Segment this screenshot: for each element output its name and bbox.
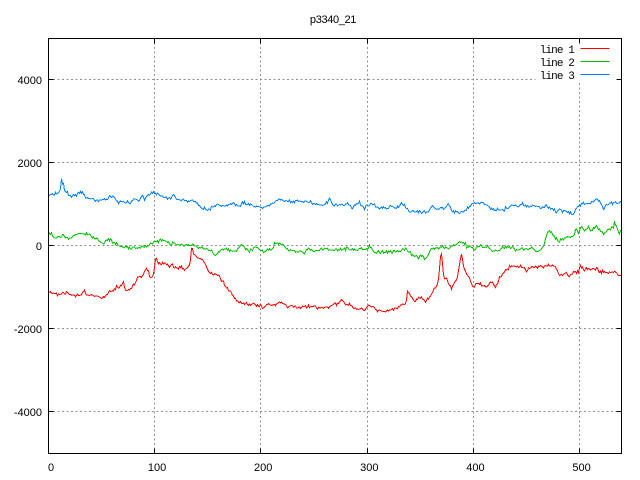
- svg-text:p3340_21: p3340_21: [310, 14, 356, 26]
- svg-text:100: 100: [148, 462, 166, 474]
- svg-text:line 2: line 2: [540, 58, 575, 70]
- svg-text:4000: 4000: [18, 75, 42, 87]
- svg-text:0: 0: [36, 241, 42, 253]
- svg-text:line 3: line 3: [540, 71, 575, 83]
- svg-text:400: 400: [466, 462, 484, 474]
- svg-text:line 1: line 1: [540, 45, 576, 57]
- svg-text:500: 500: [572, 462, 590, 474]
- svg-text:200: 200: [254, 462, 272, 474]
- svg-text:2000: 2000: [18, 158, 42, 170]
- svg-text:300: 300: [360, 462, 378, 474]
- svg-text:-2000: -2000: [14, 324, 42, 336]
- svg-text:-4000: -4000: [14, 407, 42, 419]
- svg-text:0: 0: [48, 462, 54, 474]
